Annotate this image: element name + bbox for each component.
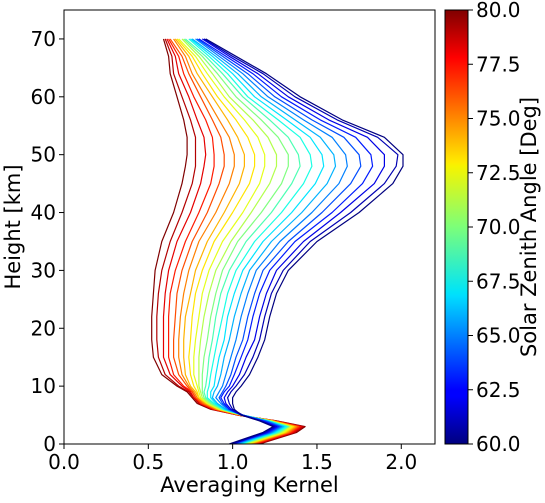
x-tick-label: 1.0 [217, 450, 249, 474]
colorbar-tick-label: 80.0 [476, 0, 521, 22]
colorbar-tick-label: 72.5 [476, 161, 521, 185]
y-tick-label: 20 [31, 316, 56, 340]
colorbar-label: Solar Zenith Angle [Deg] [517, 97, 541, 357]
colorbar-tick-label: 67.5 [476, 269, 521, 293]
colorbar-tick-label: 77.5 [476, 52, 521, 76]
x-tick-label: 0.0 [48, 450, 80, 474]
y-tick-label: 40 [31, 201, 56, 225]
x-tick-label: 1.5 [301, 450, 333, 474]
series-line-sza-71 [181, 38, 291, 444]
series-line-sza-64 [196, 38, 362, 444]
y-tick-label: 30 [31, 258, 56, 282]
colorbar-tick-label: 62.5 [476, 378, 521, 402]
colorbar-tick-label: 75.0 [476, 107, 521, 131]
y-tick-label: 10 [31, 374, 56, 398]
series-line-sza-60 [205, 38, 404, 444]
series-line-sza-62 [201, 38, 385, 444]
plot-frame [63, 9, 436, 445]
x-tick-label: 2.0 [385, 450, 417, 474]
y-tick-label: 60 [31, 85, 56, 109]
colorbar-tick-label: 70.0 [476, 215, 521, 239]
colorbar [444, 9, 469, 445]
series-line-sza-61 [203, 38, 399, 444]
y-axis-label: Height [km] [1, 164, 25, 289]
colorbar-tick-label: 60.0 [476, 432, 521, 456]
series-line-sza-63 [198, 38, 374, 444]
x-axis-label: Averaging Kernel [160, 473, 338, 497]
colorbar-tick-label: 65.0 [476, 324, 521, 348]
y-tick-label: 0 [43, 432, 56, 456]
y-tick-label: 70 [31, 27, 56, 51]
series-line-sza-73 [176, 38, 294, 444]
y-tick-label: 50 [31, 143, 56, 167]
x-tick-label: 0.5 [132, 450, 164, 474]
